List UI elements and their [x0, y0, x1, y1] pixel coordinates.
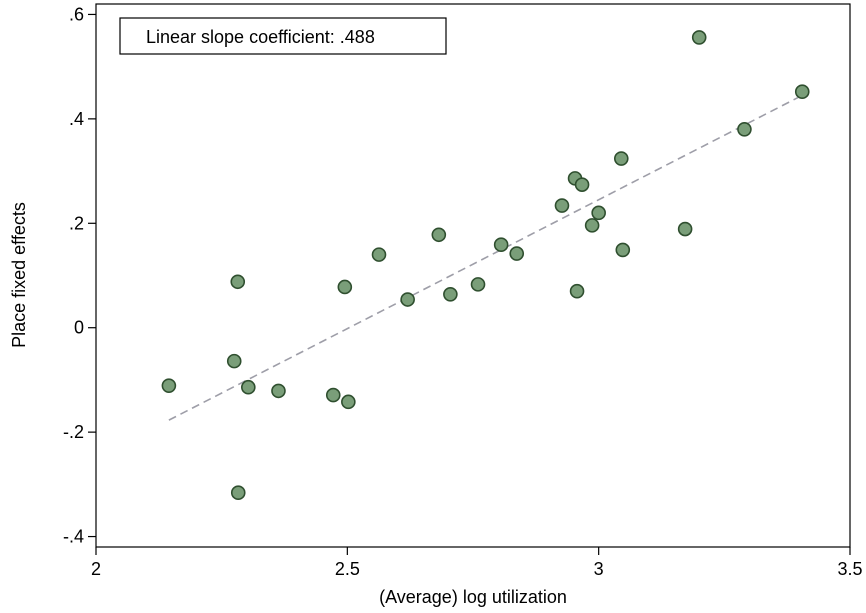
data-point	[591, 205, 606, 221]
data-points	[161, 30, 810, 501]
data-point	[615, 242, 631, 258]
x-axis-title: (Average) log utilization	[379, 587, 567, 607]
data-point	[574, 177, 590, 192]
data-point	[794, 84, 810, 100]
plot-frame	[95, 3, 851, 548]
y-tick-label: -.2	[63, 422, 84, 442]
data-point	[509, 246, 525, 261]
fit-line	[168, 94, 803, 421]
x-tick-label: 2.5	[335, 559, 360, 579]
data-point	[226, 353, 242, 369]
x-tick-label: 3	[594, 559, 604, 579]
data-point	[443, 286, 458, 302]
x-tick-label: 3.5	[837, 559, 862, 579]
data-point	[230, 485, 246, 501]
y-axis-title: Place fixed effects	[9, 202, 29, 348]
data-point	[493, 237, 509, 252]
annotation-box: Linear slope coefficient: .488	[119, 17, 447, 55]
x-tick-label: 2	[91, 559, 101, 579]
data-point	[584, 218, 600, 233]
data-point	[431, 227, 447, 243]
y-tick-label: .4	[69, 109, 84, 129]
annotation-frame	[119, 17, 447, 55]
y-tick-label: -.4	[63, 527, 84, 547]
y-axis: -.4 -.2 0 .2 .4 .6	[63, 4, 96, 547]
data-point	[230, 274, 246, 290]
data-point	[470, 277, 486, 292]
data-point	[337, 279, 353, 295]
y-tick-label: .2	[69, 213, 84, 233]
data-point	[241, 379, 256, 395]
data-point	[400, 292, 415, 307]
data-point	[341, 394, 356, 410]
data-point	[325, 387, 341, 403]
data-point	[613, 151, 629, 166]
data-point	[371, 247, 387, 262]
data-point	[691, 30, 707, 45]
data-point	[554, 198, 570, 213]
y-tick-label: 0	[74, 318, 84, 338]
data-point	[271, 383, 286, 399]
data-point	[569, 283, 585, 299]
slope-annotation: Linear slope coefficient: .488	[146, 27, 375, 47]
data-point	[737, 122, 752, 137]
x-axis: 2 2.5 3 3.5	[91, 547, 863, 579]
data-point	[677, 221, 693, 237]
data-point	[161, 378, 177, 393]
y-tick-label: .6	[69, 4, 84, 24]
